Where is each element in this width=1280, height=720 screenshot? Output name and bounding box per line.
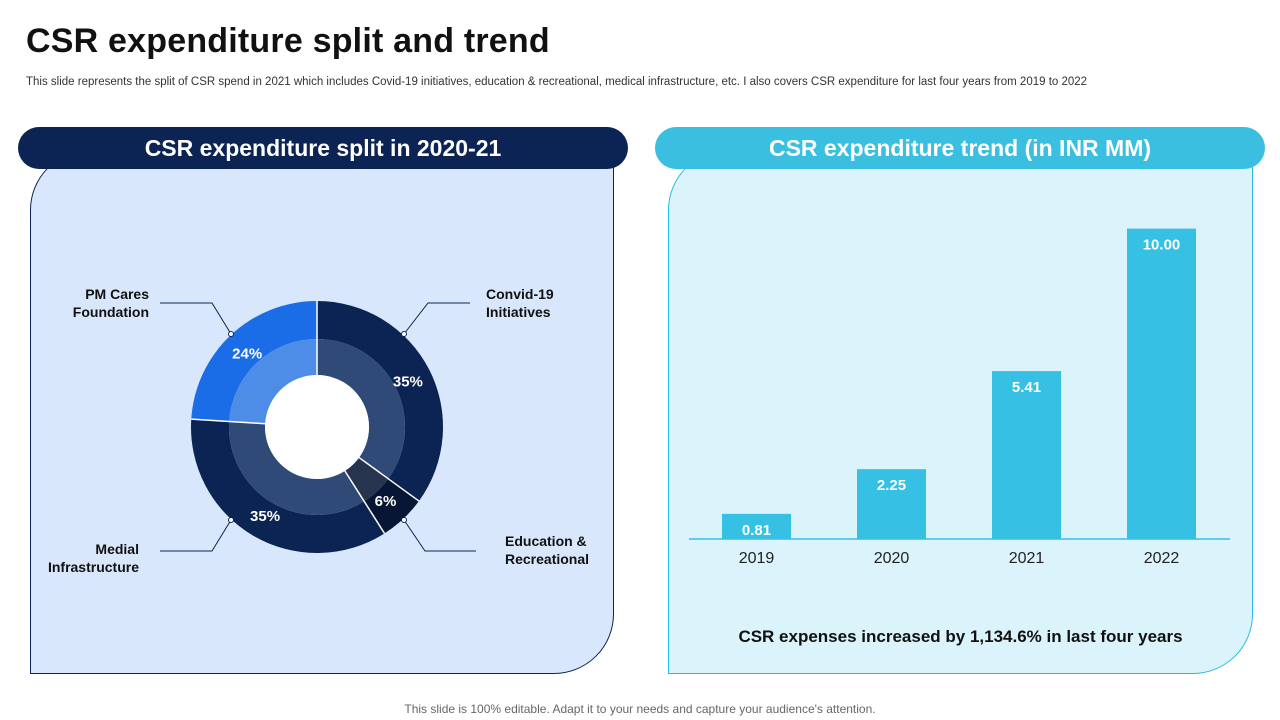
callout-line-education-recreational xyxy=(403,519,476,552)
donut-slice-outer-education-recreational xyxy=(364,478,419,534)
callout-line-medial-infrastructure xyxy=(160,519,232,552)
callout-line-convid-19-initiatives xyxy=(403,302,470,335)
donut-slice-outer-pm-cares-foundation xyxy=(191,301,317,422)
callout-dot-medial-infrastructure xyxy=(228,517,234,523)
donut-value-label-convid-19-initiatives: 35% xyxy=(393,374,423,391)
bar-value-label-2021: 5.41 xyxy=(1012,379,1041,396)
bar-2020 xyxy=(857,469,926,539)
split-panel-header: CSR expenditure split in 2020-21 xyxy=(18,127,628,169)
donut-value-label-medial-infrastructure: 35% xyxy=(250,508,280,525)
slide-subtitle: This slide represents the split of CSR s… xyxy=(26,76,1088,88)
donut-value-label-pm-cares-foundation: 24% xyxy=(232,346,262,363)
category-label-medial-infrastructure: Medial Infrastructure xyxy=(48,541,139,575)
trend-conclusion: CSR expenses increased by 1,134.6% in la… xyxy=(738,627,1183,646)
callout-dot-education-recreational xyxy=(401,517,407,523)
donut-value-label-education-recreational: 6% xyxy=(375,493,397,510)
bar-value-label-2022: 10.00 xyxy=(1143,237,1181,254)
category-label-pm-cares-foundation: PM Cares Foundation xyxy=(73,286,149,320)
bar-2022 xyxy=(1127,228,1196,540)
category-label-education-recreational: Education & Recreational xyxy=(505,533,589,567)
donut-separator xyxy=(344,470,386,534)
donut-slice-outer-medial-infrastructure xyxy=(191,419,385,554)
donut-slice-inner-education-recreational xyxy=(344,457,389,502)
bar-tick-label-2019: 2019 xyxy=(739,550,775,567)
bar-tick-label-2021: 2021 xyxy=(1009,550,1045,567)
bar-2021 xyxy=(992,371,1061,539)
trend-panel-header: CSR expenditure trend (in INR MM) xyxy=(655,127,1265,169)
bar-tick-label-2022: 2022 xyxy=(1144,550,1180,567)
bar-2019 xyxy=(722,513,791,539)
bar-value-label-2020: 2.25 xyxy=(877,477,906,494)
donut-hole xyxy=(265,375,369,479)
bar-value-label-2019: 0.81 xyxy=(742,522,771,539)
donut-separator xyxy=(191,418,266,425)
donut-separator xyxy=(358,456,420,502)
bar-tick-label-2020: 2020 xyxy=(874,550,910,567)
slide-title: CSR expenditure split and trend xyxy=(26,22,550,60)
category-label-convid-19-initiatives: Convid-19 Initiatives xyxy=(486,286,554,320)
donut-slice-inner-pm-cares-foundation xyxy=(229,339,317,424)
callout-line-pm-cares-foundation xyxy=(160,302,232,335)
donut-slice-inner-convid-19-initiatives xyxy=(317,339,405,479)
donut-slice-outer-convid-19-initiatives xyxy=(317,301,443,502)
donut-slice-inner-medial-infrastructure xyxy=(228,421,365,515)
slide-footer: This slide is 100% editable. Adapt it to… xyxy=(404,702,876,716)
callout-dot-convid-19-initiatives xyxy=(401,331,407,337)
callout-dot-pm-cares-foundation xyxy=(228,331,234,337)
